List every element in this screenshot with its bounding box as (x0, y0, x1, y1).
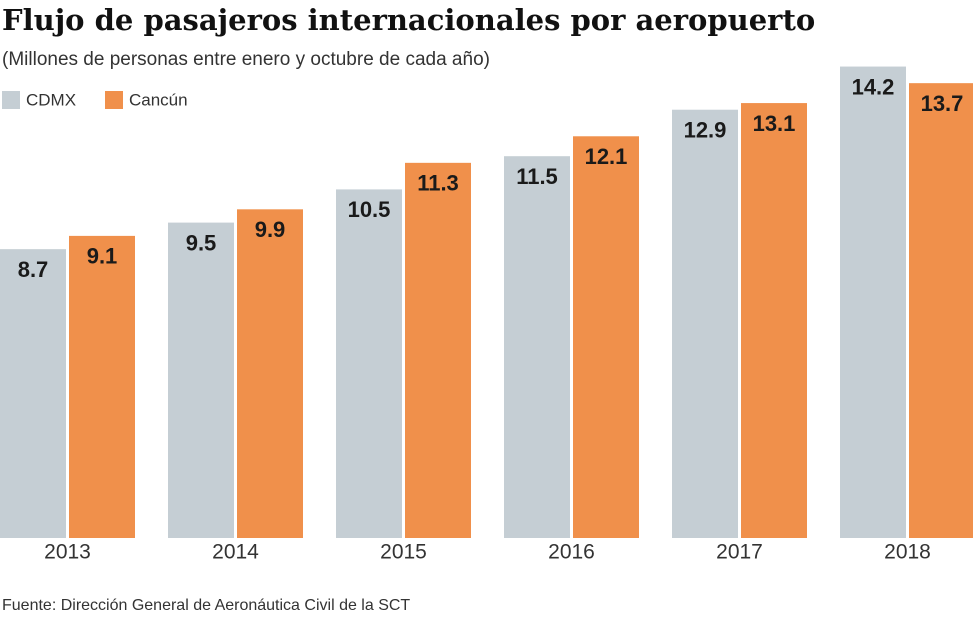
bar (840, 66, 906, 538)
x-tick-label: 2018 (884, 541, 931, 564)
bar (0, 249, 66, 538)
bar (336, 189, 402, 538)
value-label: 11.5 (516, 164, 558, 189)
value-label: 13.1 (753, 111, 796, 136)
bar (741, 103, 807, 538)
bar (69, 235, 135, 538)
bar (504, 156, 570, 538)
bar (237, 209, 303, 538)
x-tick-label: 2013 (44, 541, 91, 564)
legend-label: CDMX (26, 90, 76, 109)
bar (573, 136, 639, 538)
bar (909, 83, 973, 538)
legend-swatch (105, 91, 123, 109)
value-label: 9.9 (255, 217, 286, 242)
bar (672, 109, 738, 538)
chart-subtitle: (Millones de personas entre enero y octu… (2, 49, 490, 70)
chart-title: Flujo de pasajeros internacionales por a… (2, 3, 815, 37)
x-tick-label: 2016 (548, 541, 595, 564)
value-label: 13.7 (921, 91, 964, 116)
x-tick-label: 2015 (380, 541, 427, 564)
value-label: 10.5 (348, 197, 391, 222)
legend-swatch (2, 91, 20, 109)
value-label: 11.3 (417, 171, 459, 196)
value-label: 9.5 (186, 230, 217, 255)
value-label: 12.1 (585, 144, 628, 169)
x-tick-label: 2014 (212, 541, 259, 564)
value-label: 14.2 (852, 74, 895, 99)
value-label: 12.9 (684, 118, 727, 143)
value-label: 8.7 (18, 257, 49, 282)
source-note: Fuente: Dirección General de Aeronáutica… (2, 597, 410, 614)
legend-label: Cancún (129, 90, 188, 109)
bar (168, 222, 234, 538)
x-tick-label: 2017 (716, 541, 763, 564)
value-label: 9.1 (87, 244, 118, 269)
bar (405, 162, 471, 538)
